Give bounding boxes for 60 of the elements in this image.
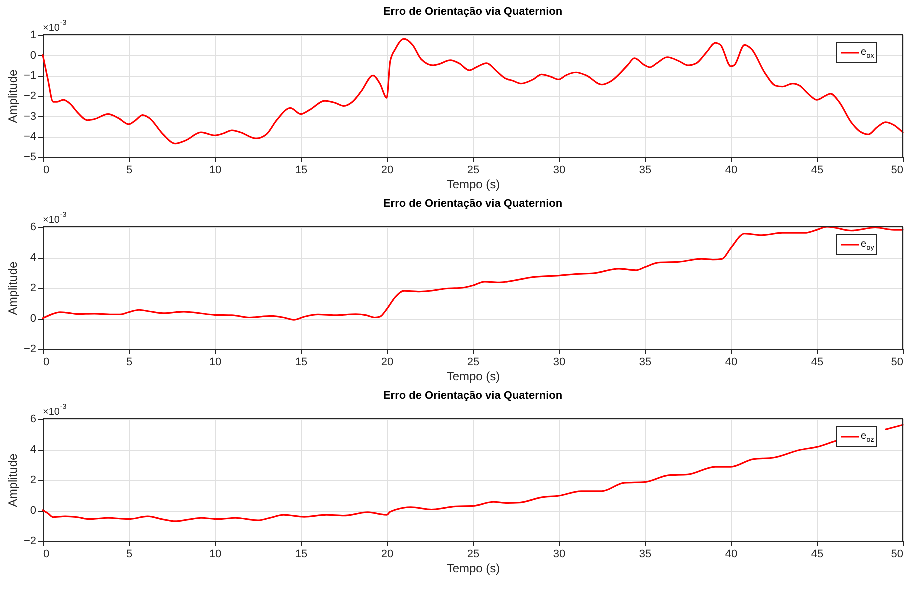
y-tick-label: 0	[30, 50, 36, 62]
y-tick-label: 0	[30, 505, 36, 517]
y-axis-title: Amplitude	[6, 70, 20, 124]
x-tick-label: 10	[209, 164, 222, 176]
x-tick-label: 40	[725, 356, 738, 368]
x-tick-label: 5	[126, 164, 133, 176]
x-tick-label: 50	[891, 356, 904, 368]
x-tick-label: 15	[295, 548, 308, 560]
y-tick-label: 0	[30, 313, 36, 325]
x-tick-label: 35	[639, 548, 652, 560]
y-tick-label: −2	[24, 344, 36, 356]
line-series	[42, 38, 904, 145]
x-tick-label: 0	[44, 548, 50, 560]
x-tick-label: 10	[209, 548, 222, 560]
x-tick-label: 35	[639, 164, 652, 176]
y-tick-label: 4	[30, 252, 36, 264]
y-tick-label: 2	[30, 474, 36, 486]
x-tick-label: 50	[891, 164, 904, 176]
y-tick-label: −2	[24, 536, 36, 548]
x-tick-label: 20	[381, 356, 394, 368]
x-tick-label: 40	[725, 164, 738, 176]
chart-title: Erro de Orientação via Quaternion	[383, 390, 563, 402]
x-tick-label: 30	[553, 548, 566, 560]
x-tick-label: 0	[44, 164, 50, 176]
y-axis-title: Amplitude	[6, 454, 20, 508]
x-tick-label: 25	[467, 356, 480, 368]
x-tick-label: 25	[467, 548, 480, 560]
x-tick-label: 5	[126, 356, 133, 368]
y-tick-label: 2	[30, 282, 36, 294]
x-tick-label: 20	[381, 164, 394, 176]
y-axis-title: Amplitude	[6, 262, 20, 316]
x-tick-label: 15	[295, 356, 308, 368]
y-tick-label: −4	[24, 131, 36, 144]
x-tick-label: 40	[725, 548, 738, 560]
y-tick-label: 4	[30, 444, 36, 456]
x-axis-title: Tempo (s)	[446, 562, 500, 576]
x-tick-label: 45	[811, 164, 824, 176]
y-tick-label: −5	[24, 152, 36, 164]
y-tick-label: −3	[24, 110, 36, 123]
x-tick-label: 35	[639, 356, 652, 368]
y-tick-label: 6	[30, 222, 36, 234]
x-tick-label: 45	[811, 548, 824, 560]
x-tick-label: 0	[44, 356, 50, 368]
x-tick-label: 20	[381, 548, 394, 560]
x-tick-label: 5	[126, 548, 133, 560]
y-tick-label: −2	[24, 90, 36, 102]
chart-title: Erro de Orientação via Quaternion	[383, 198, 563, 210]
x-axis-title: Tempo (s)	[446, 370, 500, 384]
x-tick-label: 25	[467, 164, 480, 176]
y-tick-label: 1	[30, 30, 36, 42]
x-tick-label: 30	[553, 164, 566, 176]
chart-title: Erro de Orientação via Quaternion	[383, 6, 563, 18]
x-tick-label: 50	[891, 548, 904, 560]
x-tick-label: 45	[811, 356, 824, 368]
x-tick-label: 10	[209, 356, 222, 368]
x-axis-title: Tempo (s)	[446, 178, 500, 192]
y-tick-label: −1	[24, 70, 36, 82]
y-tick-label: 6	[30, 414, 36, 426]
x-tick-label: 15	[295, 164, 308, 176]
x-tick-label: 30	[553, 356, 566, 368]
